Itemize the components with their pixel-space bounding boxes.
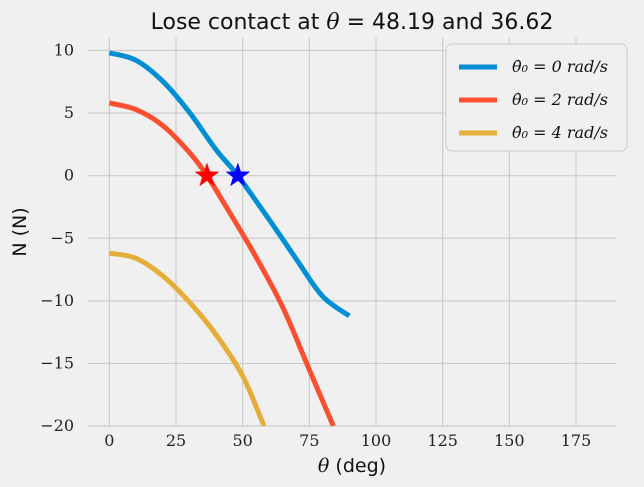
- star-marker-1: [225, 162, 251, 187]
- legend-label-0: θ̇₀ = 0 rad/s: [512, 57, 608, 76]
- x-axis-label: θ (deg): [318, 455, 386, 477]
- legend: θ̇₀ = 0 rad/s θ̇₀ = 2 rad/s θ̇₀ = 4 rad/…: [445, 43, 628, 152]
- series-line-2: [108, 250, 267, 426]
- y-tick-label: −10: [40, 291, 74, 310]
- contact-markers: [194, 162, 251, 187]
- star-marker-0: [194, 162, 220, 187]
- y-tick-label: −20: [40, 416, 74, 435]
- y-tick-label: 5: [64, 103, 74, 122]
- series-line-1: [108, 100, 336, 426]
- x-tick-label: 125: [427, 431, 458, 450]
- chart-title: Lose contact at θ = 48.19 and 36.62: [151, 10, 554, 35]
- x-tick-label: 150: [494, 431, 525, 450]
- x-tick-label: 75: [299, 431, 319, 450]
- y-tick-label: −5: [50, 228, 74, 247]
- series-line-0: [108, 50, 351, 318]
- x-tick-label: 50: [232, 431, 252, 450]
- x-tick-label: 0: [104, 431, 114, 450]
- y-tick-label: 0: [64, 166, 74, 185]
- x-tick-label: 175: [561, 431, 592, 450]
- y-tick-label: 10: [54, 41, 74, 60]
- legend-label-1: θ̇₀ = 2 rad/s: [512, 90, 608, 109]
- y-axis-label: N (N): [9, 207, 31, 256]
- x-tick-label: 100: [361, 431, 392, 450]
- y-tick-label: −15: [40, 353, 74, 372]
- x-tick-label: 25: [166, 431, 186, 450]
- series-lines: [108, 50, 351, 426]
- legend-box: [445, 43, 628, 152]
- legend-label-2: θ̇₀ = 4 rad/s: [512, 123, 608, 142]
